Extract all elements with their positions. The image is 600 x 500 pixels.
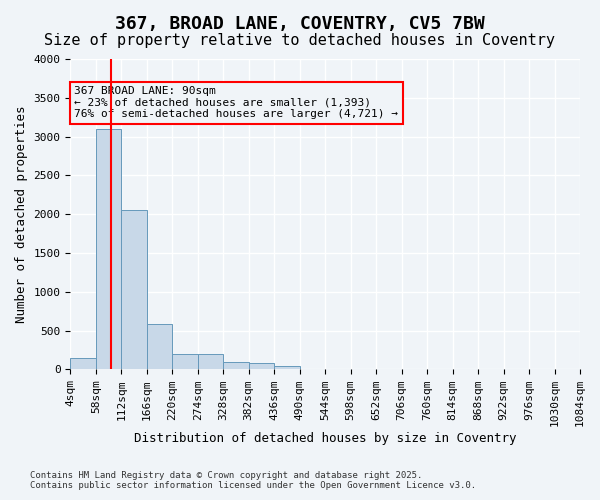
Bar bbox=[121, 210, 147, 370]
Bar bbox=[147, 324, 172, 370]
Y-axis label: Number of detached properties: Number of detached properties bbox=[15, 106, 28, 323]
Bar bbox=[198, 354, 223, 370]
Text: Contains HM Land Registry data © Crown copyright and database right 2025.
Contai: Contains HM Land Registry data © Crown c… bbox=[30, 470, 476, 490]
X-axis label: Distribution of detached houses by size in Coventry: Distribution of detached houses by size … bbox=[134, 432, 517, 445]
Text: Size of property relative to detached houses in Coventry: Size of property relative to detached ho… bbox=[44, 32, 556, 48]
Bar bbox=[223, 362, 248, 370]
Bar bbox=[248, 364, 274, 370]
Bar bbox=[70, 358, 96, 370]
Bar bbox=[96, 129, 121, 370]
Bar bbox=[274, 366, 299, 370]
Bar bbox=[172, 354, 198, 370]
Text: 367 BROAD LANE: 90sqm
← 23% of detached houses are smaller (1,393)
76% of semi-d: 367 BROAD LANE: 90sqm ← 23% of detached … bbox=[74, 86, 398, 120]
Text: 367, BROAD LANE, COVENTRY, CV5 7BW: 367, BROAD LANE, COVENTRY, CV5 7BW bbox=[115, 15, 485, 33]
